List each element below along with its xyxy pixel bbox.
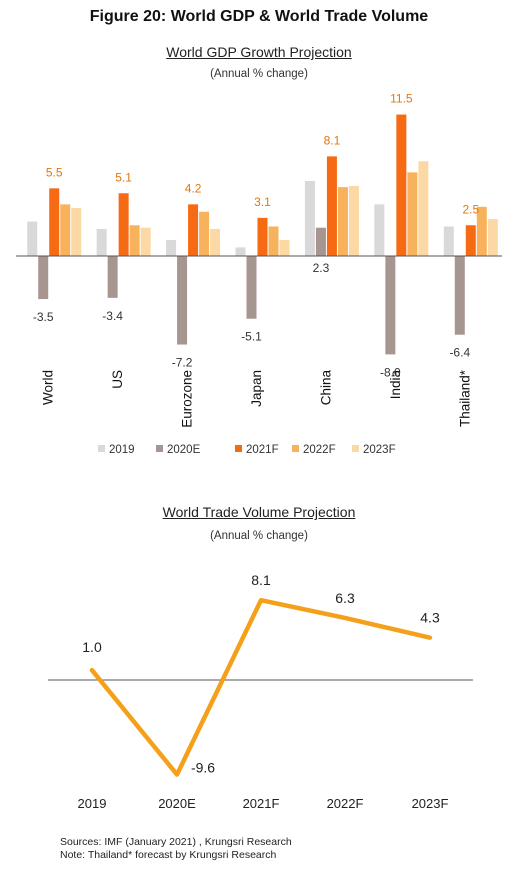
legend-label-2020e: 2020E	[167, 444, 201, 456]
data-label-thailand-2020e: -6.4	[449, 346, 470, 360]
note-text: Note: Thailand* forecast by Krungsri Res…	[60, 849, 277, 861]
trade-value-label-2022f: 6.3	[335, 590, 355, 606]
bar-thailand-2020e	[454, 256, 465, 335]
data-label-india-2020e: -8.0	[380, 365, 401, 379]
x-tick-label-2021f: 2021F	[243, 796, 280, 811]
data-label-japan-2020e: -5.1	[241, 330, 262, 344]
bar-us-2019	[96, 228, 107, 256]
bar-eurozone-2020e	[177, 256, 188, 345]
gdp-bar-chart: World US Eurozone Japan China India Thailand* 5…	[16, 92, 502, 456]
category-label-world: World	[41, 370, 56, 405]
data-label-china-2021f: 8.1	[324, 133, 341, 147]
x-tick-label-2019: 2019	[78, 796, 107, 811]
bar-china-2019	[304, 180, 315, 256]
legend-swatch-2019	[98, 445, 105, 452]
bar-japan-2019	[235, 247, 246, 256]
bar-china-2023f	[348, 185, 359, 256]
sources-text: Sources: IMF (January 2021) , Krungsri R…	[60, 836, 292, 848]
bar-thailand-2023f	[487, 219, 498, 256]
bar-eurozone-2019	[166, 240, 177, 256]
bar-world-2019	[27, 221, 38, 256]
legend-label-2022f: 2022F	[303, 444, 336, 456]
bar-us-2020e	[107, 256, 118, 298]
trade-volume-line	[89, 597, 433, 777]
data-label-us-2021f: 5.1	[115, 170, 132, 184]
data-label-thailand-2021f: 2.5	[462, 202, 479, 216]
bar-us-2022f	[129, 225, 140, 256]
x-tick-label-2023f: 2023F	[412, 796, 449, 811]
trade-line-chart: 1.0 -9.6 8.1 6.3 4.3 2019 2020E 2021F 2022F 2023F	[48, 572, 473, 811]
bar-japan-2022f	[268, 226, 279, 256]
bar-us-2021f	[118, 193, 129, 256]
bar-thailand-2019	[443, 226, 454, 256]
bar-eurozone-2022f	[199, 211, 210, 256]
trade-chart-title-text: World Trade Volume Projection	[162, 504, 356, 520]
gdp-chart-subtitle: (Annual % change)	[210, 68, 308, 80]
gdp-chart-title-text: World GDP Growth Projection	[166, 44, 352, 60]
bar-thailand-2021f	[465, 225, 476, 256]
x-tick-label-2020e: 2020E	[158, 796, 196, 811]
bar-thailand-2022f	[476, 206, 487, 256]
bar-world-2021f	[49, 188, 60, 256]
bar-japan-2021f	[257, 217, 268, 256]
gdp-chart-title: World GDP Growth Projection	[0, 44, 518, 60]
legend-label-2023f: 2023F	[363, 444, 396, 456]
bar-china-2022f	[337, 187, 348, 256]
bar-us-2023f	[140, 227, 151, 256]
bar-eurozone-2023f	[210, 228, 221, 256]
data-label-us-2020e: -3.4	[102, 309, 123, 323]
data-label-world-2021f: 5.5	[46, 165, 63, 179]
trade-chart-title: World Trade Volume Projection	[0, 504, 518, 520]
data-label-china-2020e: 2.3	[313, 261, 330, 275]
category-label-china: China	[318, 370, 333, 406]
bar-eurozone-2021f	[188, 204, 199, 256]
bar-india-2019	[374, 204, 385, 256]
trade-chart-subtitle: (Annual % change)	[210, 530, 308, 542]
data-label-world-2020e: -3.5	[33, 310, 54, 324]
bar-japan-2020e	[246, 256, 257, 319]
bar-japan-2023f	[279, 240, 290, 256]
figure-title: Figure 20: World GDP & World Trade Volum…	[89, 8, 429, 25]
category-label-india: India	[388, 370, 403, 400]
category-label-japan: Japan	[249, 370, 264, 407]
x-tick-label-2022f: 2022F	[327, 796, 364, 811]
legend-swatch-2020e	[156, 445, 163, 452]
legend-swatch-2021f	[235, 445, 242, 452]
legend-swatch-2023f	[352, 445, 359, 452]
legend-swatch-2022f	[292, 445, 299, 452]
data-label-japan-2021f: 3.1	[254, 195, 271, 209]
bar-india-2021f	[396, 114, 407, 256]
category-label-us: US	[110, 370, 125, 389]
bar-china-2020e	[315, 227, 326, 256]
bar-india-2023f	[418, 161, 429, 256]
trade-value-label-2021f: 8.1	[251, 572, 271, 588]
bar-india-2020e	[385, 256, 396, 355]
trade-value-label-2020e: -9.6	[191, 760, 215, 776]
legend-label-2019: 2019	[109, 444, 135, 456]
legend-label-2021f: 2021F	[246, 444, 279, 456]
category-label-thailand: Thailand*	[457, 369, 472, 427]
trade-value-label-2023f: 4.3	[420, 610, 440, 626]
data-label-india-2021f: 11.5	[390, 92, 413, 106]
bar-india-2022f	[407, 172, 418, 256]
data-label-eurozone-2020e: -7.2	[172, 356, 193, 370]
bar-china-2021f	[326, 156, 337, 256]
data-label-eurozone-2021f: 4.2	[185, 181, 202, 195]
category-label-eurozone: Eurozone	[180, 370, 195, 428]
bar-world-2023f	[71, 208, 82, 256]
trade-value-label-2019: 1.0	[82, 639, 102, 655]
bar-world-2020e	[38, 256, 49, 300]
bar-world-2022f	[60, 204, 71, 256]
